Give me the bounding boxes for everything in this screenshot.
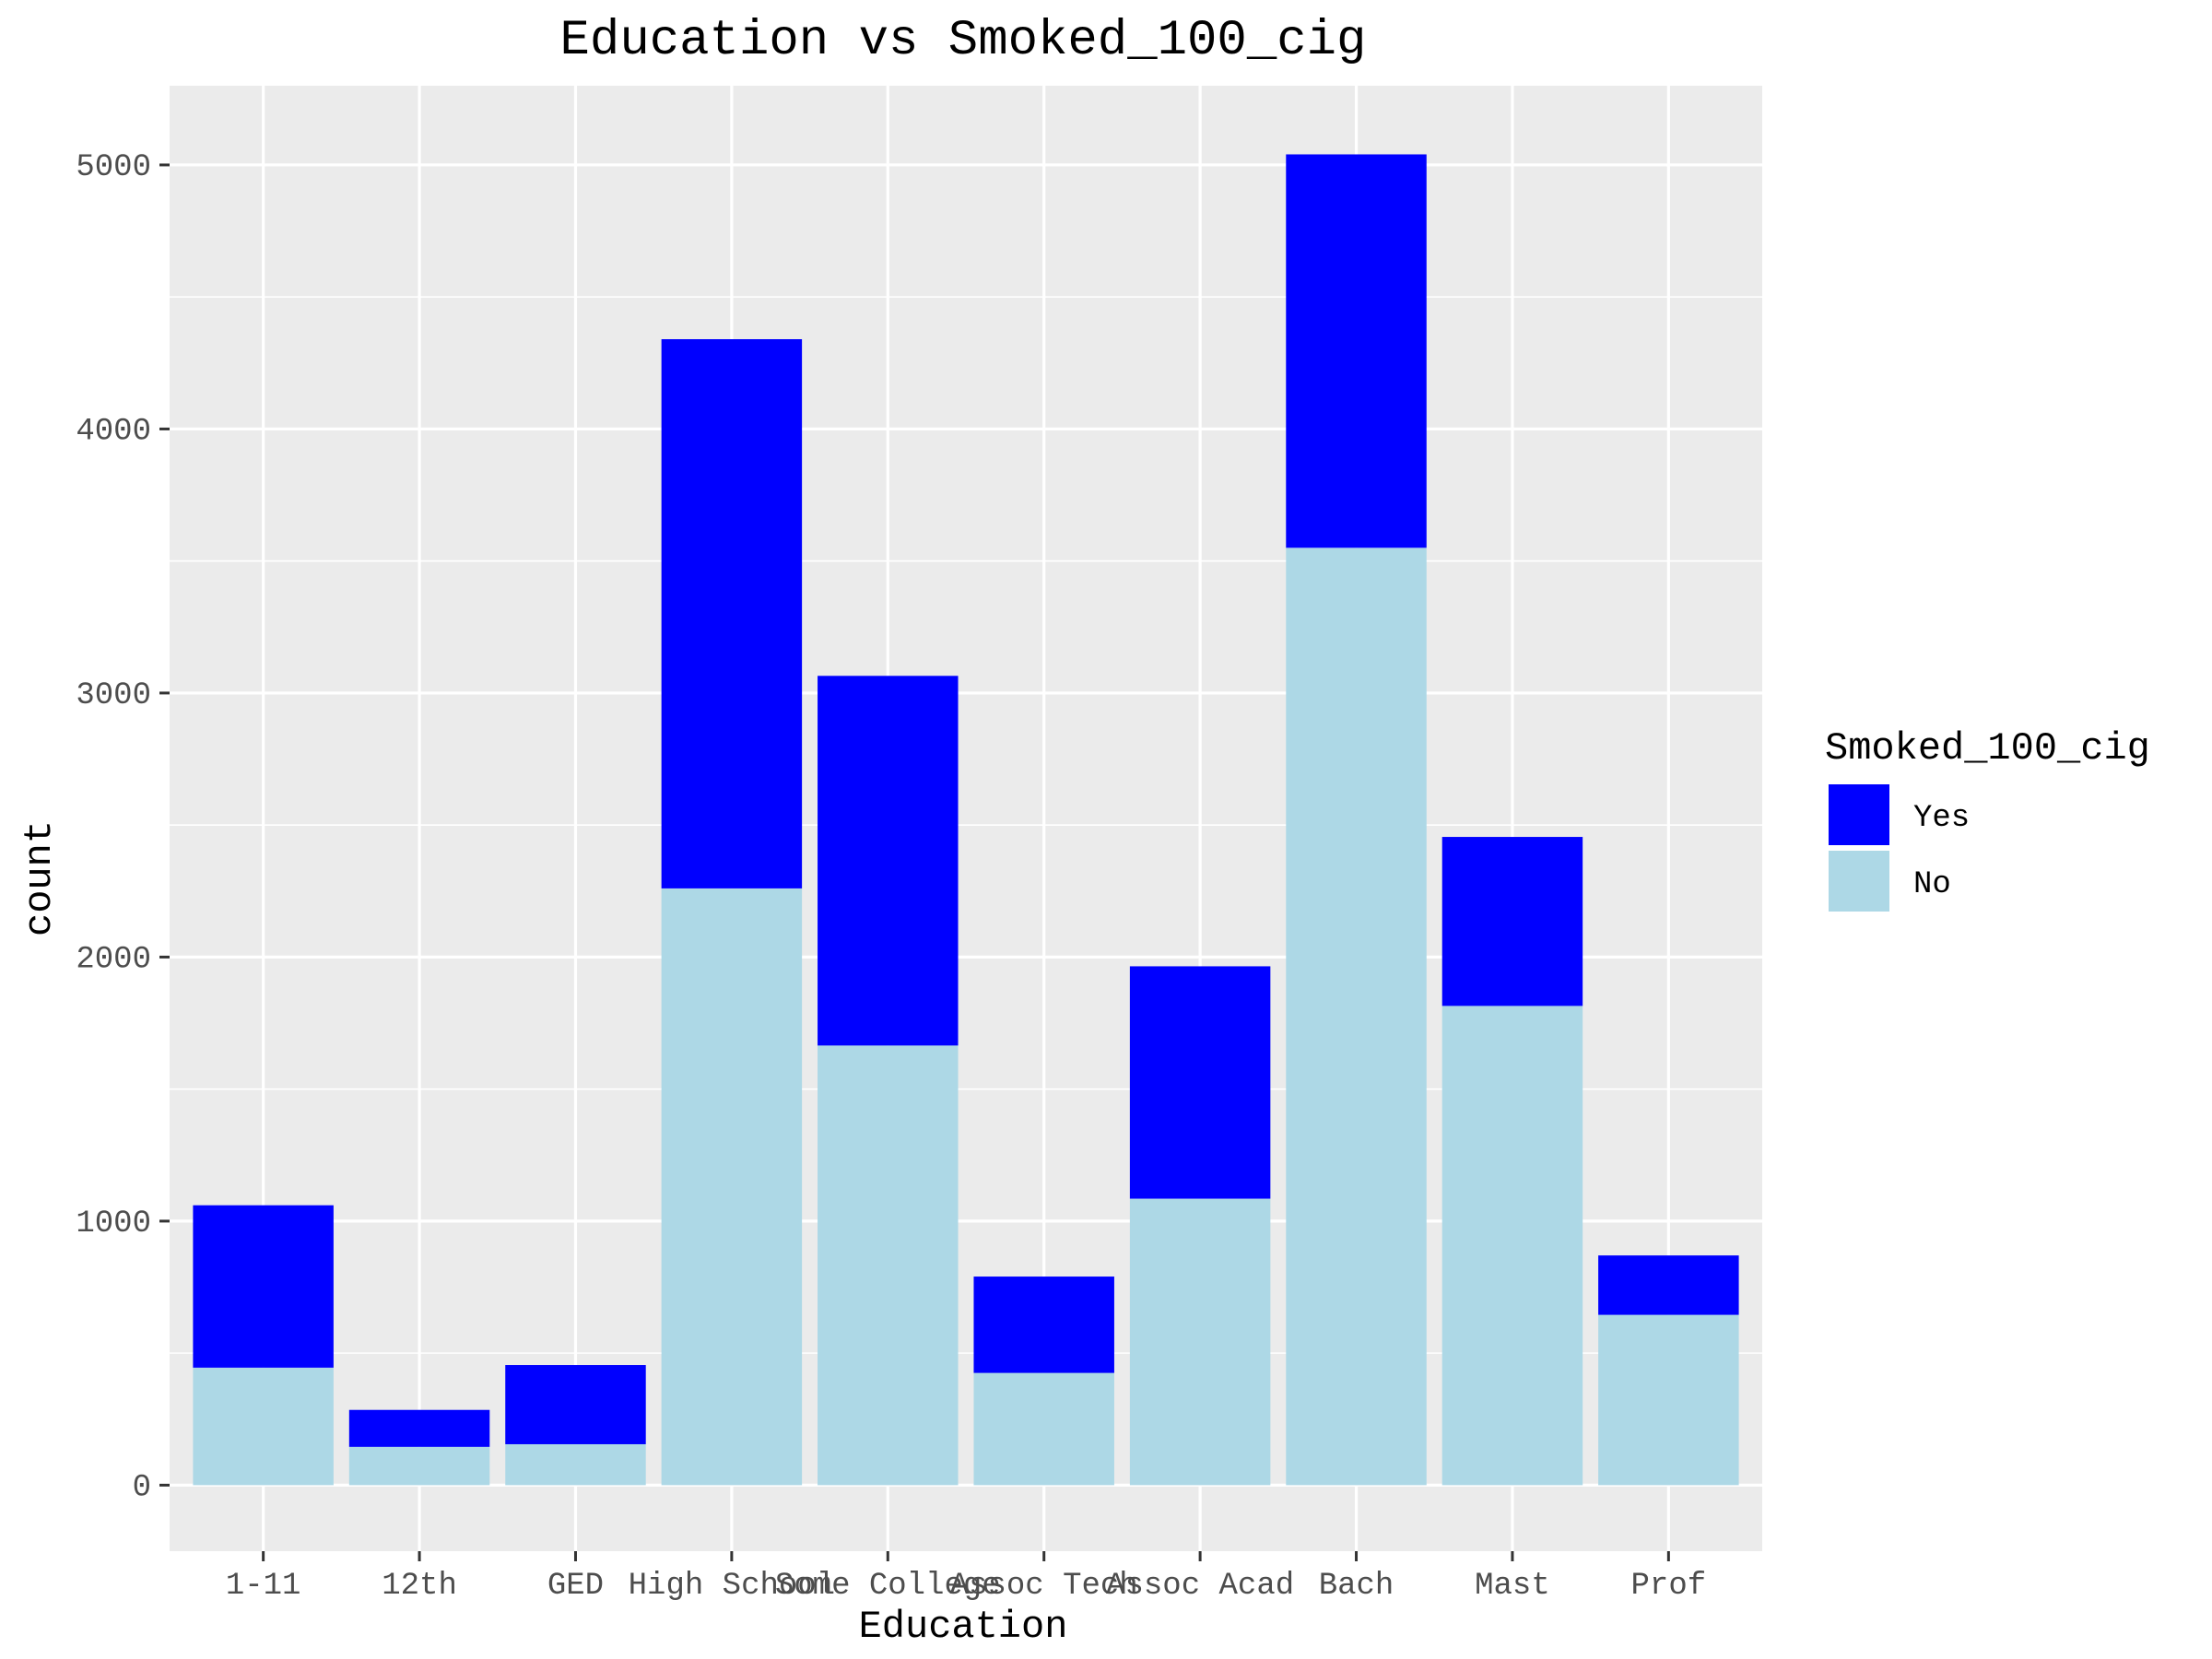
x-tick-label: High School <box>629 1569 835 1604</box>
x-tick-label: Mast <box>1475 1569 1550 1604</box>
legend-entries: Yes No <box>1827 782 1970 913</box>
bar-no-1 <box>348 1446 490 1486</box>
bar-yes-2 <box>505 1365 646 1444</box>
x-tick-label: 1-11 <box>226 1569 301 1604</box>
x-axis-title: Education <box>859 1605 1068 1649</box>
legend-title: Smoked_100_cig <box>1825 726 2150 771</box>
legend-label-yes: Yes <box>1913 801 1970 836</box>
x-tick-label: Bach <box>1319 1569 1394 1604</box>
x-tick-label: Prof <box>1631 1569 1707 1604</box>
bar-no-2 <box>505 1443 646 1486</box>
y-axis-title: count <box>18 820 62 936</box>
bar-yes-0 <box>193 1205 334 1368</box>
bar-yes-6 <box>1129 966 1271 1199</box>
bar-yes-1 <box>348 1409 490 1447</box>
legend-label-no: No <box>1913 867 1951 902</box>
bar-no-0 <box>193 1367 334 1486</box>
bar-no-8 <box>1441 1006 1583 1486</box>
legend: Smoked_100_cig Yes No <box>1825 726 2150 913</box>
bar-yes-5 <box>973 1277 1114 1373</box>
bar-no-3 <box>661 888 803 1486</box>
x-tick-label: 12th <box>382 1569 457 1604</box>
x-tick-label: Assoc Acad <box>1106 1569 1294 1604</box>
bar-no-4 <box>818 1045 959 1486</box>
bar-yes-8 <box>1441 837 1583 1006</box>
y-axis-ticks: 0 1000 2000 3000 4000 5000 <box>76 150 170 1505</box>
bar-no-9 <box>1598 1314 1739 1486</box>
x-tick-label: Assoc Tech <box>950 1569 1138 1604</box>
y-tick-label: 5000 <box>76 150 151 185</box>
y-tick-label: 1000 <box>76 1206 151 1241</box>
y-tick-label: 4000 <box>76 414 151 449</box>
legend-key-yes <box>1827 782 1891 847</box>
bar-yes-3 <box>661 339 803 888</box>
legend-key-no <box>1827 849 1891 913</box>
chart-title: Education vs Smoked_100_cig <box>560 13 1367 69</box>
x-tick-label: GED <box>547 1569 604 1604</box>
bar-no-6 <box>1129 1198 1271 1486</box>
y-tick-label: 0 <box>133 1470 151 1505</box>
bar-yes-7 <box>1286 154 1427 548</box>
bar-no-5 <box>973 1372 1114 1486</box>
bar-yes-4 <box>818 676 959 1046</box>
bars <box>193 154 1739 1486</box>
y-tick-label: 2000 <box>76 942 151 977</box>
bar-yes-9 <box>1598 1255 1739 1315</box>
x-tick-label: Some College <box>775 1569 1001 1604</box>
y-tick-label: 3000 <box>76 678 151 713</box>
bar-no-7 <box>1286 547 1427 1486</box>
